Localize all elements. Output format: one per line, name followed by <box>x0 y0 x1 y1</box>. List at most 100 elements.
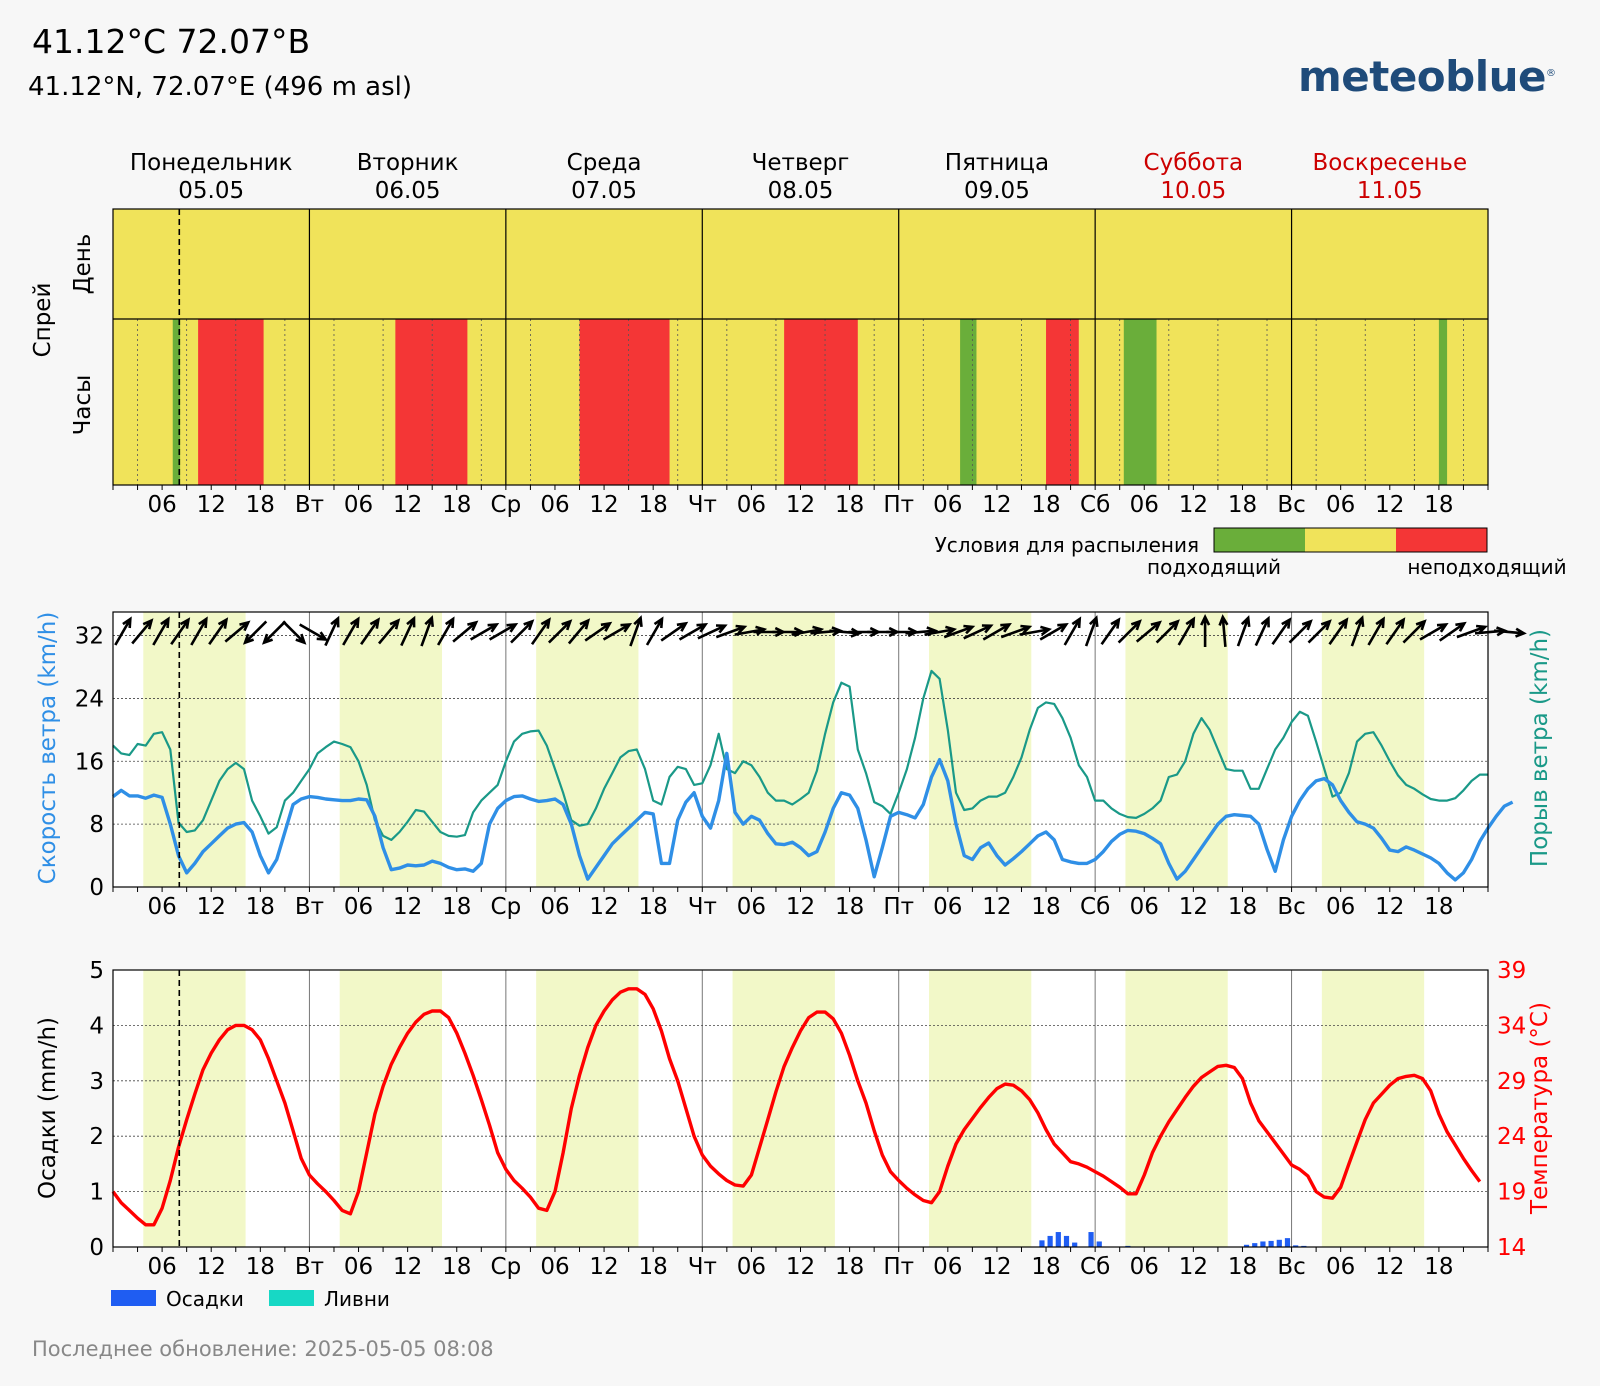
wind-direction-arrow <box>1328 617 1349 646</box>
meteoblue-logo[interactable]: meteoblue® <box>1298 52 1556 101</box>
x-hour-tick-label: 06 <box>737 894 766 920</box>
wind-direction-arrow <box>584 621 613 642</box>
showers-legend-swatch <box>269 1290 314 1306</box>
day-name: Суббота <box>1144 150 1244 176</box>
x-hour-tick-label: 18 <box>1031 492 1060 518</box>
precip-bar <box>1243 1244 1250 1247</box>
x-hour-tick-label: 18 <box>246 1254 275 1280</box>
x-day-tick-label: Ср <box>491 492 522 518</box>
x-day-tick-label: Чт <box>688 1254 717 1280</box>
x-hour-tick-label: 12 <box>982 1254 1011 1280</box>
x-hour-tick-label: 06 <box>540 1254 569 1280</box>
x-hour-tick-label: 12 <box>1179 492 1208 518</box>
spray-hour-block <box>784 319 858 485</box>
precip-bar <box>1276 1239 1282 1247</box>
x-day-tick-label: Пт <box>883 894 914 920</box>
x-hour-tick-label: 12 <box>197 894 226 920</box>
x-hour-tick-label: 18 <box>639 1254 668 1280</box>
x-hour-tick-label: 06 <box>344 1254 373 1280</box>
precip-y-tick-label: 2 <box>89 1124 104 1150</box>
x-hour-tick-label: 18 <box>246 492 275 518</box>
wind-y-tick-label: 8 <box>89 812 104 838</box>
x-hour-tick-label: 06 <box>344 894 373 920</box>
x-hour-tick-label: 18 <box>442 894 471 920</box>
wind-direction-arrow <box>1155 619 1180 644</box>
wind-direction-arrow <box>1218 614 1229 648</box>
wind-direction-arrow <box>436 616 455 646</box>
day-name: Четверг <box>752 150 850 176</box>
x-day-tick-label: Ср <box>491 1254 522 1280</box>
wind-direction-arrow <box>1385 617 1406 646</box>
wind-direction-arrow <box>360 617 381 646</box>
logo-text: meteoblue <box>1298 52 1547 101</box>
spray-hour-block <box>198 319 264 485</box>
wind-direction-arrow <box>114 616 132 646</box>
wind-speed-line <box>111 751 1514 882</box>
wind-speed-axis-label: Скорость ветра (km/h) <box>35 612 61 885</box>
daylight-band <box>143 970 246 1247</box>
x-hour-tick-label: 18 <box>442 1254 471 1280</box>
day-name: Вторник <box>357 150 459 176</box>
precip-bar <box>1063 1235 1070 1247</box>
x-hour-tick-label: 06 <box>1326 894 1355 920</box>
precip-bar <box>1088 1232 1094 1247</box>
day-date: 07.05 <box>571 178 637 204</box>
gust-line <box>112 669 1488 841</box>
x-hour-tick-label: 12 <box>982 894 1011 920</box>
wind-direction-arrow <box>1350 615 1365 647</box>
precip-bar <box>1072 1242 1078 1247</box>
wind-direction-arrow <box>1288 619 1313 644</box>
x-hour-tick-label: 06 <box>1326 1254 1355 1280</box>
precip-y-tick-label: 0 <box>89 1235 104 1261</box>
showers-legend-label: Ливни <box>324 1287 390 1311</box>
x-hour-tick-label: 12 <box>1375 894 1404 920</box>
x-hour-tick-label: 06 <box>933 894 962 920</box>
temp-y-tick-label: 34 <box>1497 1013 1526 1039</box>
wind-direction-arrow <box>1200 614 1211 647</box>
spray-axis-label: Спрей <box>30 283 56 358</box>
wind-direction-arrow <box>224 620 251 643</box>
spray-legend-good: подходящий <box>1147 555 1281 579</box>
x-hour-tick-label: 12 <box>1179 894 1208 920</box>
wind-direction-arrow <box>715 624 748 639</box>
daylight-band <box>536 612 639 887</box>
spray-legend-swatch <box>1396 528 1487 552</box>
wind-direction-arrow <box>1438 621 1467 642</box>
precip-bar <box>1055 1232 1061 1247</box>
precip-bar <box>1252 1243 1258 1247</box>
x-day-tick-label: Чт <box>688 894 717 920</box>
wind-direction-arrow <box>1456 624 1488 639</box>
daylight-band <box>339 612 443 887</box>
wind-direction-arrow <box>547 619 573 644</box>
x-hour-tick-label: 06 <box>737 492 766 518</box>
wind-direction-arrow <box>324 615 340 647</box>
wind-direction-arrow <box>1117 619 1142 644</box>
x-hour-tick-label: 18 <box>639 894 668 920</box>
precip-bar <box>1047 1235 1053 1247</box>
x-day-tick-label: Вс <box>1277 492 1305 518</box>
spray-hour-block <box>395 319 468 485</box>
x-hour-tick-label: 06 <box>933 1254 962 1280</box>
wind-direction-arrow <box>208 617 229 646</box>
x-hour-tick-label: 06 <box>344 492 373 518</box>
x-day-tick-label: Пт <box>883 1254 914 1280</box>
x-hour-tick-label: 06 <box>1130 1254 1159 1280</box>
x-hour-tick-label: 12 <box>393 1254 422 1280</box>
x-day-tick-label: Вт <box>295 894 324 920</box>
wind-direction-arrow <box>629 615 643 647</box>
precip-axis-label: Осадки (mm/h) <box>35 1017 61 1199</box>
x-hour-tick-label: 18 <box>1228 894 1257 920</box>
wind-direction-arrow <box>1493 627 1527 638</box>
wind-panel: 0 8 16 24 32 Скорость ветра (km/h) Порыв ветра… <box>35 611 1553 920</box>
wind-y-tick-label: 0 <box>89 875 104 901</box>
day-date: 06.05 <box>375 178 441 204</box>
precip-legend-label: Осадки <box>166 1287 244 1311</box>
daylight-band <box>928 612 1032 887</box>
x-hour-tick-label: 18 <box>1424 894 1453 920</box>
precip-legend-swatch <box>111 1290 156 1306</box>
wind-direction-arrow <box>943 624 976 639</box>
wind-direction-arrow <box>1402 619 1427 644</box>
location-coordinates: 41.12°N, 72.07°E (496 m asl) <box>28 72 413 102</box>
